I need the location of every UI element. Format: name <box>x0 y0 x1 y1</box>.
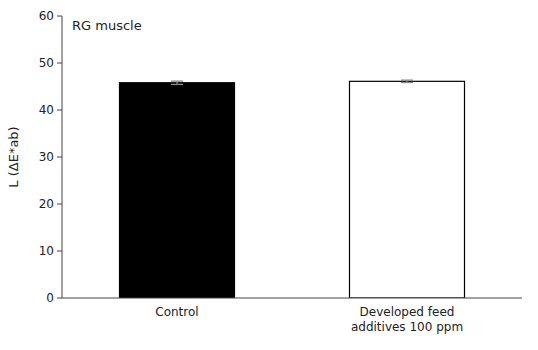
y-tick <box>57 110 62 111</box>
y-tick-label: 60 <box>39 9 54 23</box>
x-tick-label-line: Developed feed <box>360 305 455 319</box>
y-axis-label: L (ΔE*ab) <box>6 126 21 187</box>
error-cap <box>171 84 183 85</box>
y-tick <box>57 16 62 17</box>
y-axis-line <box>62 16 63 298</box>
y-tick <box>57 298 62 299</box>
chart-container: 0 10 20 30 40 50 60 Control Developed feedadditi… <box>0 0 538 350</box>
x-tick-label: Developed feedadditives 100 ppm <box>351 305 463 334</box>
error-cap <box>171 80 183 81</box>
y-axis: 0 10 20 30 40 50 60 <box>39 9 62 305</box>
y-tick <box>57 204 62 205</box>
y-tick <box>57 251 62 252</box>
y-tick-label: 50 <box>39 56 54 70</box>
y-tick-label: 30 <box>39 150 54 164</box>
y-tick <box>57 157 62 158</box>
error-cap <box>401 80 413 81</box>
y-tick <box>57 63 62 64</box>
x-tick-label: Control <box>155 305 198 319</box>
y-tick-label: 10 <box>39 244 54 258</box>
bars <box>120 80 465 298</box>
y-tick-label: 20 <box>39 197 54 211</box>
y-tick-label: 40 <box>39 103 54 117</box>
annotation: RG muscle <box>72 18 142 33</box>
bar <box>350 81 465 298</box>
chart: 0 10 20 30 40 50 60 Control Developed feedadditi… <box>0 0 538 350</box>
y-tick-label: 0 <box>46 291 54 305</box>
error-bar <box>401 80 413 82</box>
x-tick-label-line: Control <box>155 305 198 319</box>
x-axis: Control Developed feedadditives 100 ppm <box>62 298 522 334</box>
error-cap <box>401 82 413 83</box>
bar <box>120 83 235 298</box>
x-tick-label-line: additives 100 ppm <box>351 320 463 334</box>
x-axis-line <box>62 298 522 299</box>
error-bar <box>171 81 183 84</box>
